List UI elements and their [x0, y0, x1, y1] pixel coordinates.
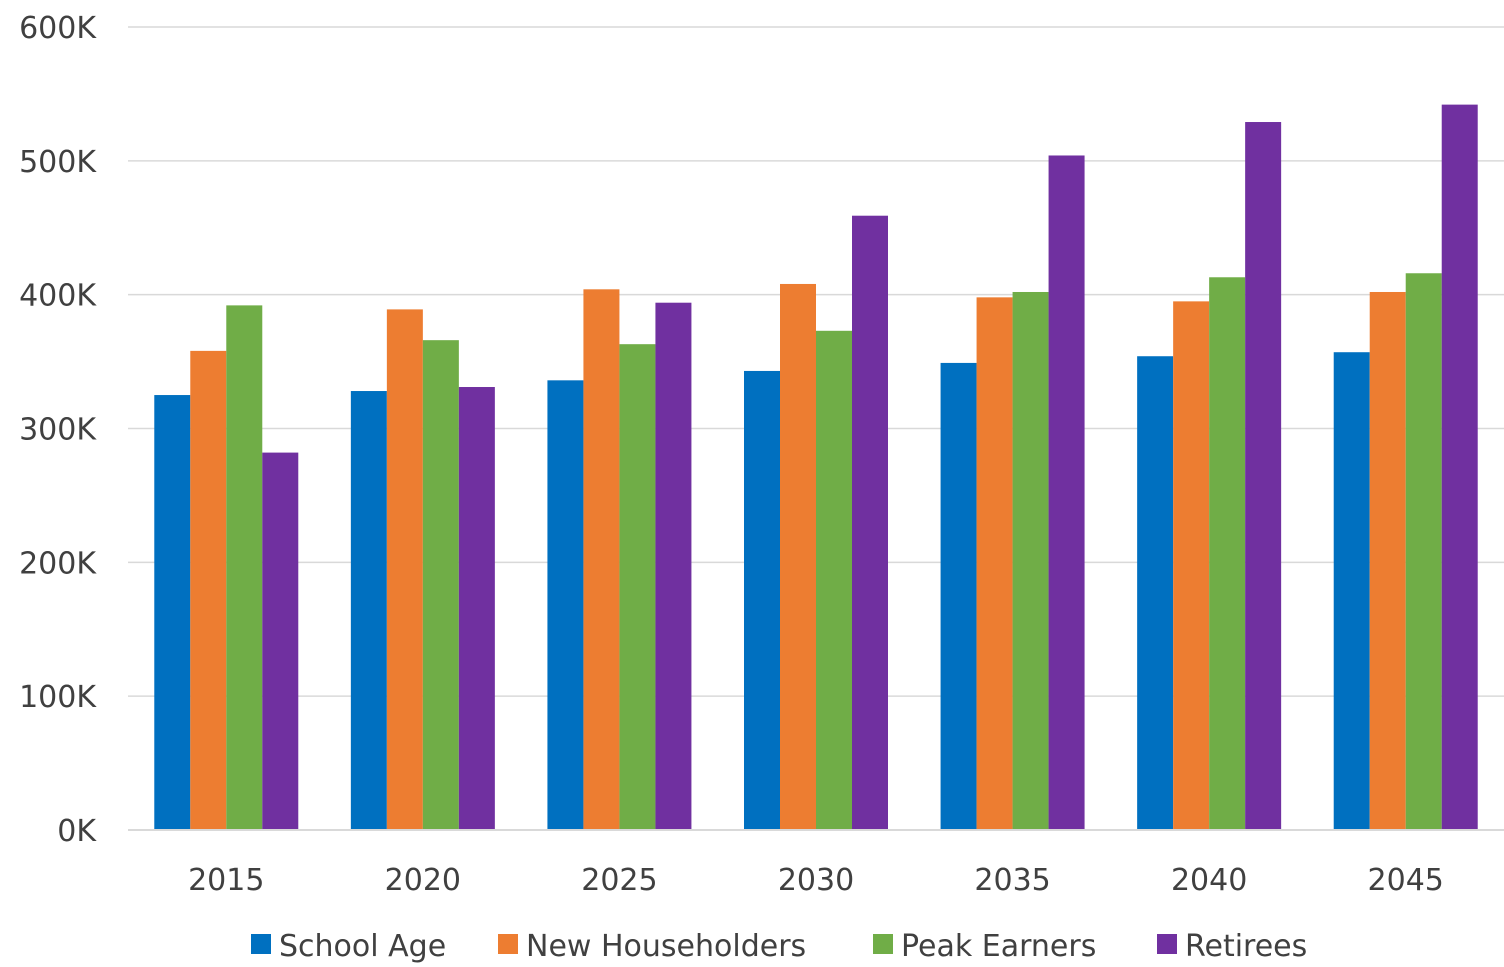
legend-label: New Householders — [526, 929, 806, 963]
x-tick-label: 2025 — [581, 863, 657, 898]
bar-peak-earners-2025 — [619, 344, 656, 830]
bar-new-householders-2040 — [1173, 301, 1210, 830]
x-tick-label: 2040 — [1171, 863, 1247, 898]
bar-new-householders-2020 — [386, 309, 423, 831]
bar-school-age-2045 — [1333, 352, 1370, 830]
y-tick-label: 400K — [19, 279, 97, 314]
legend: School Age New Householders Peak Earners Re… — [251, 929, 1307, 964]
bar-peak-earners-2045 — [1405, 273, 1442, 831]
y-axis-tick-labels: 0K 100K 200K 300K 400K 500K 600K — [19, 11, 97, 849]
x-tick-label: 2015 — [188, 863, 264, 898]
bar-school-age-2020 — [350, 391, 387, 830]
bar-new-householders-2025 — [583, 289, 620, 830]
bar-retirees-2015 — [262, 452, 299, 830]
legend-label: Peak Earners — [901, 929, 1096, 963]
bar-school-age-2035 — [940, 362, 977, 830]
y-tick-label: 600K — [19, 11, 97, 46]
bars — [154, 104, 1478, 831]
y-tick-label: 100K — [19, 680, 97, 715]
bar-new-householders-2045 — [1369, 291, 1406, 830]
bar-new-householders-2015 — [190, 350, 227, 830]
bar-peak-earners-2020 — [422, 340, 459, 830]
bar-retirees-2040 — [1245, 122, 1282, 830]
legend-swatch — [1157, 934, 1177, 954]
y-tick-label: 0K — [57, 814, 97, 849]
legend-label: Retirees — [1185, 929, 1307, 963]
x-tick-label: 2045 — [1368, 863, 1444, 898]
y-tick-label: 500K — [19, 145, 97, 180]
x-tick-label: 2035 — [974, 863, 1050, 898]
x-tick-label: 2020 — [385, 863, 461, 898]
legend-swatch — [251, 934, 271, 954]
bar-peak-earners-2040 — [1209, 277, 1246, 831]
bar-school-age-2030 — [744, 370, 780, 830]
y-tick-label: 200K — [19, 546, 97, 581]
y-tick-label: 300K — [19, 413, 97, 448]
x-tick-label: 2030 — [778, 863, 854, 898]
bar-peak-earners-2015 — [226, 305, 263, 831]
bar-school-age-2040 — [1137, 356, 1174, 830]
bar-peak-earners-2035 — [1012, 291, 1049, 830]
bar-new-householders-2030 — [780, 283, 816, 831]
legend-swatch — [498, 934, 518, 954]
bar-retirees-2025 — [655, 302, 692, 830]
legend-label: School Age — [279, 929, 446, 963]
x-axis-tick-labels: 2015 2020 2025 2030 2035 2040 2045 — [188, 863, 1444, 898]
bar-retirees-2045 — [1441, 104, 1478, 830]
bar-school-age-2015 — [154, 395, 191, 830]
bar-retirees-2035 — [1048, 155, 1085, 831]
bar-peak-earners-2030 — [816, 330, 852, 830]
bar-new-householders-2035 — [976, 297, 1013, 830]
bar-school-age-2025 — [547, 380, 584, 830]
bar-retirees-2030 — [852, 215, 888, 830]
legend-swatch — [873, 934, 893, 954]
bar-retirees-2020 — [458, 387, 495, 830]
